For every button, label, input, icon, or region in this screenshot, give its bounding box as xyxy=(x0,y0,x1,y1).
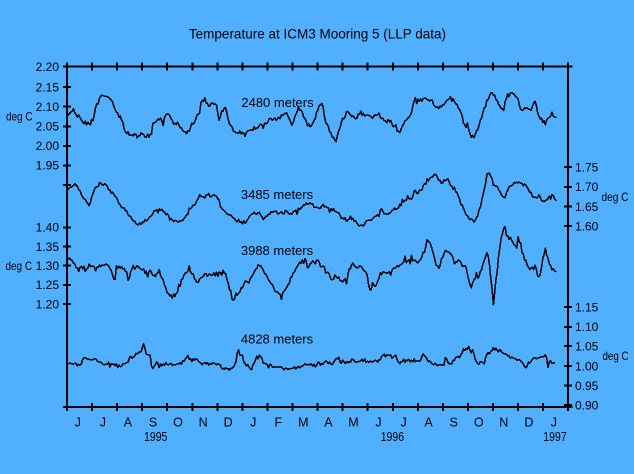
svg-text:3485 meters: 3485 meters xyxy=(241,187,314,202)
svg-text:A: A xyxy=(124,416,133,430)
svg-text:1.70: 1.70 xyxy=(575,180,599,194)
svg-text:0.95: 0.95 xyxy=(575,379,599,393)
svg-text:1.10: 1.10 xyxy=(575,320,599,334)
svg-text:A: A xyxy=(424,416,433,430)
svg-text:1.25: 1.25 xyxy=(36,278,60,292)
svg-text:S: S xyxy=(149,416,157,430)
svg-text:J: J xyxy=(375,416,381,430)
svg-text:deg C: deg C xyxy=(602,190,629,204)
svg-text:1.00: 1.00 xyxy=(575,359,599,373)
svg-text:N: N xyxy=(199,416,208,430)
svg-text:deg C: deg C xyxy=(603,349,629,363)
svg-text:2.00: 2.00 xyxy=(36,139,60,153)
svg-text:1997: 1997 xyxy=(543,429,566,444)
svg-text:2480 meters: 2480 meters xyxy=(241,95,314,110)
svg-text:deg C: deg C xyxy=(6,110,33,124)
svg-text:4828 meters: 4828 meters xyxy=(241,331,314,346)
svg-text:J: J xyxy=(75,416,81,430)
svg-text:O: O xyxy=(173,416,183,430)
svg-text:1.40: 1.40 xyxy=(36,221,60,235)
svg-text:D: D xyxy=(224,416,233,430)
svg-text:Temperature at ICM3 Mooring 5: Temperature at ICM3 Mooring 5 (LLP data) xyxy=(189,27,446,42)
svg-text:D: D xyxy=(524,416,533,430)
svg-text:M: M xyxy=(298,416,308,430)
svg-text:3988 meters: 3988 meters xyxy=(241,243,314,258)
svg-text:O: O xyxy=(474,416,484,430)
svg-text:J: J xyxy=(250,416,256,430)
svg-text:0.90: 0.90 xyxy=(575,399,599,413)
svg-text:1995: 1995 xyxy=(144,429,167,444)
svg-text:2.20: 2.20 xyxy=(36,60,60,74)
svg-text:deg C: deg C xyxy=(6,259,33,273)
svg-text:2.15: 2.15 xyxy=(36,80,60,94)
svg-text:F: F xyxy=(274,416,282,430)
svg-text:1.35: 1.35 xyxy=(36,240,60,254)
svg-text:1996: 1996 xyxy=(381,429,404,444)
svg-text:1.20: 1.20 xyxy=(36,297,60,311)
svg-text:J: J xyxy=(551,416,557,430)
svg-text:N: N xyxy=(499,416,508,430)
svg-text:1.65: 1.65 xyxy=(575,200,599,214)
svg-text:S: S xyxy=(450,416,458,430)
svg-text:1.15: 1.15 xyxy=(575,300,599,314)
svg-text:1.05: 1.05 xyxy=(575,340,599,354)
svg-text:1.60: 1.60 xyxy=(575,219,599,233)
svg-text:1.75: 1.75 xyxy=(575,161,599,175)
svg-text:1.30: 1.30 xyxy=(36,259,60,273)
svg-text:M: M xyxy=(348,416,358,430)
svg-text:2.05: 2.05 xyxy=(36,120,60,134)
svg-text:2.10: 2.10 xyxy=(36,100,60,114)
svg-text:J: J xyxy=(100,416,106,430)
svg-text:A: A xyxy=(324,416,333,430)
svg-text:1.95: 1.95 xyxy=(36,159,60,173)
svg-text:J: J xyxy=(400,416,406,430)
